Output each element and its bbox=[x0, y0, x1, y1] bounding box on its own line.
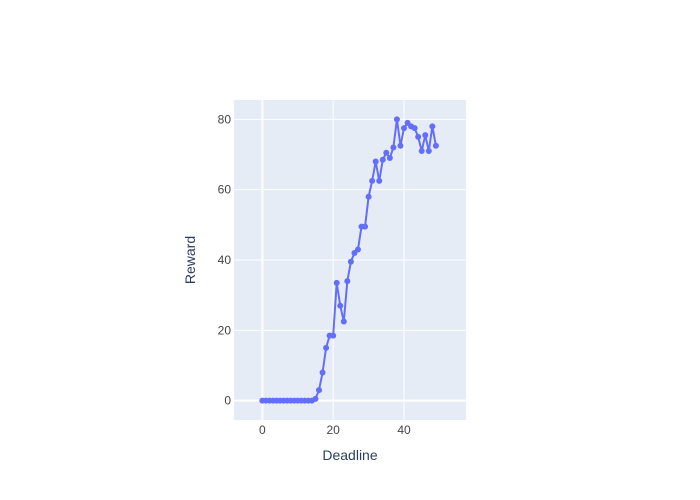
data-point-37 bbox=[390, 144, 397, 151]
data-point-24 bbox=[344, 278, 351, 285]
data-point-23 bbox=[340, 318, 347, 325]
data-point-16 bbox=[316, 387, 323, 394]
y-tick-label-1: 20 bbox=[218, 323, 232, 337]
data-point-38 bbox=[393, 116, 400, 123]
data-point-17 bbox=[319, 369, 326, 376]
data-point-48 bbox=[429, 123, 436, 130]
y-tick-label-4: 80 bbox=[218, 112, 232, 126]
data-point-31 bbox=[369, 177, 376, 184]
data-point-29 bbox=[362, 223, 369, 230]
data-point-20 bbox=[330, 332, 337, 339]
y-tick-label-0: 0 bbox=[224, 394, 231, 408]
x-axis-ticks: 0 20 40 bbox=[259, 423, 411, 437]
data-point-35 bbox=[383, 149, 390, 156]
data-point-46 bbox=[422, 132, 429, 139]
series-reward bbox=[259, 116, 439, 404]
x-tick-label-0: 0 bbox=[259, 423, 266, 437]
x-axis-title: Deadline bbox=[322, 447, 377, 463]
data-point-30 bbox=[365, 193, 372, 200]
data-point-49 bbox=[432, 142, 439, 149]
data-point-43 bbox=[411, 125, 418, 132]
data-point-25 bbox=[347, 258, 354, 265]
y-axis-ticks: 0 20 40 60 80 bbox=[218, 112, 232, 407]
data-point-47 bbox=[425, 147, 432, 154]
data-point-45 bbox=[418, 147, 425, 154]
x-tick-label-1: 20 bbox=[326, 423, 340, 437]
data-point-39 bbox=[397, 142, 404, 149]
y-tick-label-3: 60 bbox=[218, 183, 232, 197]
data-point-18 bbox=[323, 344, 330, 351]
data-point-34 bbox=[379, 156, 386, 163]
data-point-15 bbox=[312, 395, 319, 402]
data-point-44 bbox=[415, 133, 422, 140]
data-point-21 bbox=[333, 279, 340, 286]
y-axis-title: Reward bbox=[182, 236, 198, 284]
data-point-22 bbox=[337, 302, 344, 309]
y-tick-label-2: 40 bbox=[218, 253, 232, 267]
data-point-27 bbox=[354, 246, 361, 253]
data-point-33 bbox=[376, 177, 383, 184]
data-point-32 bbox=[372, 158, 379, 165]
data-point-36 bbox=[386, 155, 393, 162]
x-tick-label-2: 40 bbox=[397, 423, 411, 437]
data-point-40 bbox=[401, 125, 408, 132]
